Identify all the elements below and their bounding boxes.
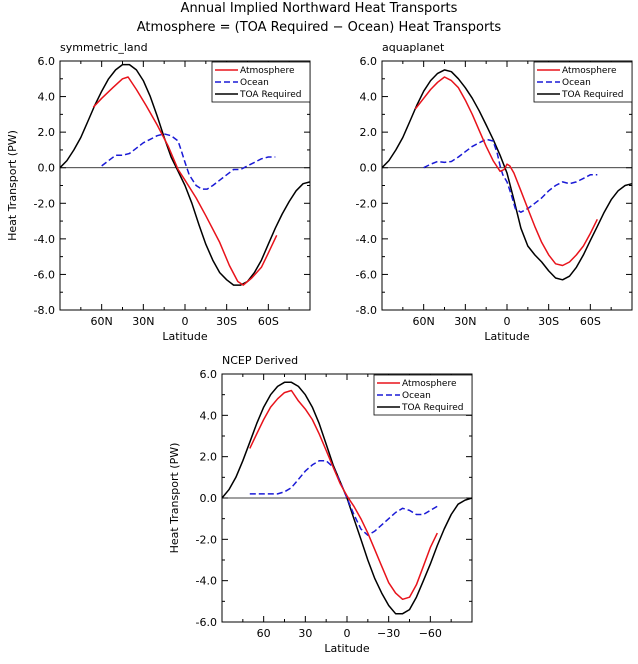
x-tick-label: 60 <box>257 627 271 640</box>
x-tick-label: 30N <box>132 315 154 328</box>
x-tick-label: 60N <box>413 315 435 328</box>
x-tick-label: 0 <box>182 315 189 328</box>
y-tick-label: -6.0 <box>356 268 377 281</box>
legend: Atmosphere Ocean TOA Required <box>533 61 633 103</box>
panel-ncep-derived: NCEP Derived -6.0 -4.0 -2.0 0.0 2.0 4.0 6.0 60 30… <box>168 354 473 655</box>
series-line-atmosphere <box>92 76 278 286</box>
series-line-ocean <box>423 138 598 213</box>
y-tick-label: 4.0 <box>360 91 378 104</box>
y-tick-label: 2.0 <box>200 451 218 464</box>
legend-label: Atmosphere <box>402 379 457 389</box>
legend-label: Ocean <box>240 78 269 88</box>
y-axis-label: Heat Transport (PW) <box>168 443 181 554</box>
y-tick-label: -2.0 <box>356 197 377 210</box>
y-tick-label: -6.0 <box>196 616 217 629</box>
legend-label: TOA Required <box>239 90 302 100</box>
legend-label: Ocean <box>402 391 431 401</box>
y-tick-label: 6.0 <box>38 55 56 68</box>
y-tick-label: -4.0 <box>196 575 217 588</box>
x-tick-label: 0 <box>504 315 511 328</box>
panels: symmetric_land -8.0 -6.0 -4.0 -2.0 0.0 2.0 4.0 6… <box>6 41 633 655</box>
figure-title-line1: Annual Implied Northward Heat Transports <box>181 1 458 16</box>
y-tick-label: -4.0 <box>34 233 55 246</box>
series-line-ocean <box>101 133 276 190</box>
panel-subtitle: NCEP Derived <box>222 354 298 367</box>
legend-label: Atmosphere <box>562 66 617 76</box>
x-tick-label: 60S <box>258 315 279 328</box>
y-tick-label: 6.0 <box>200 368 218 381</box>
y-tick-label: 0.0 <box>360 162 378 175</box>
x-tick-label: 30S <box>216 315 237 328</box>
y-tick-label: 4.0 <box>38 91 56 104</box>
series-line-atmosphere <box>414 76 598 267</box>
panel-subtitle: aquaplanet <box>382 41 445 54</box>
series-line-toa-required <box>381 69 633 281</box>
series-line-atmosphere <box>249 389 438 601</box>
legend-label: Ocean <box>562 78 591 88</box>
y-tick-label: -2.0 <box>196 533 217 546</box>
x-tick-label: −60 <box>419 627 442 640</box>
x-tick-label: −30 <box>377 627 400 640</box>
y-tick-label: -8.0 <box>34 304 55 317</box>
y-tick-label: -2.0 <box>34 197 55 210</box>
panel-aquaplanet: aquaplanet -8.0 -6.0 -4.0 -2.0 0.0 2.0 4.0 6.0 60… <box>356 41 633 343</box>
x-tick-label: 30 <box>298 627 312 640</box>
legend-label: Atmosphere <box>240 66 295 76</box>
x-tick-label: 60N <box>91 315 113 328</box>
y-tick-label: 0.0 <box>38 162 56 175</box>
y-tick-label: -6.0 <box>34 268 55 281</box>
legend-label: TOA Required <box>401 403 464 413</box>
x-tick-label: 30N <box>454 315 476 328</box>
panel-subtitle: symmetric_land <box>60 41 148 54</box>
x-tick-label: 60S <box>580 315 601 328</box>
y-axis-label: Heat Transport (PW) <box>6 130 19 241</box>
y-tick-label: 6.0 <box>360 55 378 68</box>
x-tick-label: 0 <box>344 627 351 640</box>
y-tick-label: 2.0 <box>360 126 378 139</box>
figure-title-line2: Atmosphere = (TOA Required − Ocean) Heat… <box>137 20 502 35</box>
x-axis-label: Latitude <box>324 642 370 655</box>
y-tick-label: 0.0 <box>200 492 218 505</box>
y-tick-label: -4.0 <box>356 233 377 246</box>
series-line-ocean <box>249 460 438 536</box>
y-tick-label: -8.0 <box>356 304 377 317</box>
legend: Atmosphere Ocean TOA Required <box>211 61 311 103</box>
x-axis-label: Latitude <box>484 330 530 343</box>
series-line-toa-required <box>59 63 311 286</box>
x-tick-label: 30S <box>538 315 559 328</box>
y-tick-label: 2.0 <box>38 126 56 139</box>
legend-box <box>373 374 473 416</box>
panel-symmetric-land: symmetric_land -8.0 -6.0 -4.0 -2.0 0.0 2.0 4.0 6… <box>6 41 311 343</box>
x-axis-label: Latitude <box>162 330 208 343</box>
legend: Atmosphere Ocean TOA Required <box>373 374 473 416</box>
y-tick-label: 4.0 <box>200 409 218 422</box>
series-line-toa-required <box>221 381 473 615</box>
legend-label: TOA Required <box>561 90 624 100</box>
